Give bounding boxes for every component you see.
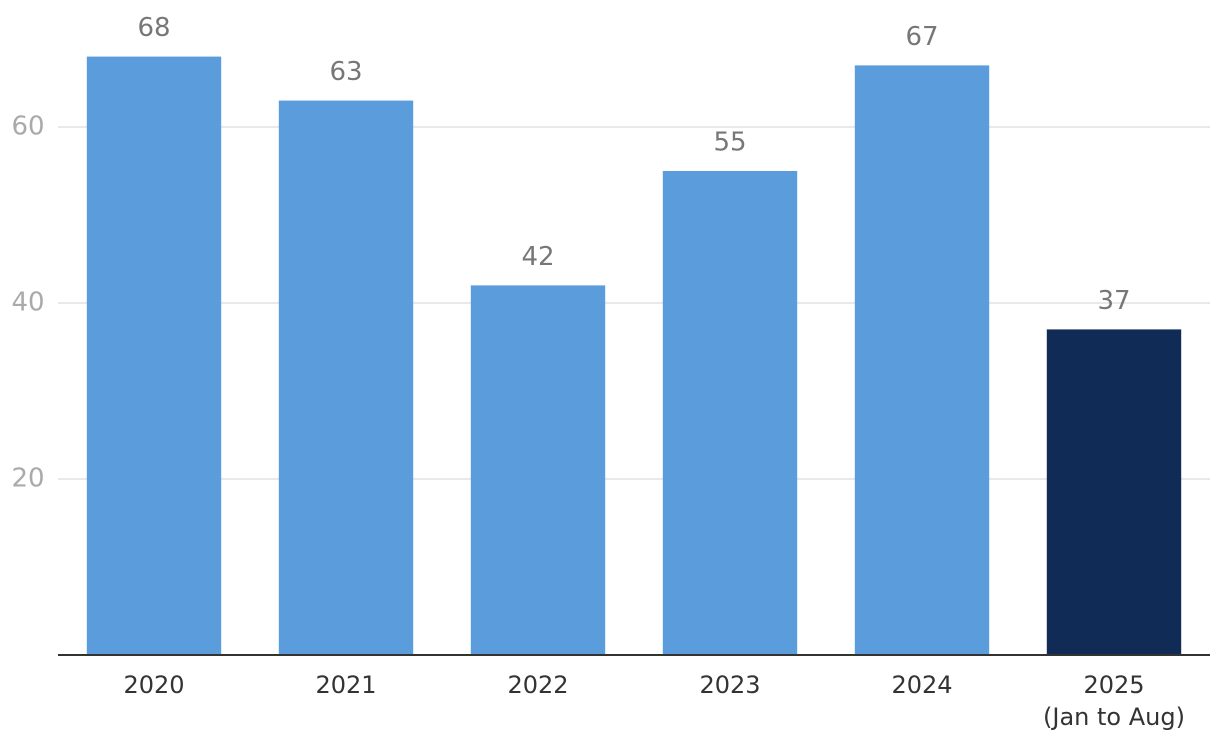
value-label: 63	[329, 57, 362, 87]
value-label: 68	[137, 13, 170, 43]
x-tick-label: 2023	[699, 671, 761, 699]
value-label: 37	[1097, 286, 1130, 316]
y-tick-label: 20	[11, 464, 44, 494]
value-label: 42	[521, 242, 554, 272]
bar	[86, 56, 222, 656]
x-tick-label: 2022	[507, 671, 569, 699]
value-label: 55	[713, 128, 746, 158]
y-tick-label: 60	[11, 112, 44, 142]
value-label: 67	[905, 22, 938, 52]
bar	[854, 65, 990, 655]
x-tick-label: 2020	[123, 671, 185, 699]
bar	[470, 285, 606, 655]
x-tick-label: 2021	[315, 671, 377, 699]
bar	[662, 171, 798, 655]
bar	[278, 100, 414, 656]
x-tick-label: 2025 (Jan to Aug)	[1043, 671, 1185, 731]
x-tick-label: 2024	[891, 671, 953, 699]
y-tick-label: 40	[11, 288, 44, 318]
bar	[1046, 329, 1182, 655]
